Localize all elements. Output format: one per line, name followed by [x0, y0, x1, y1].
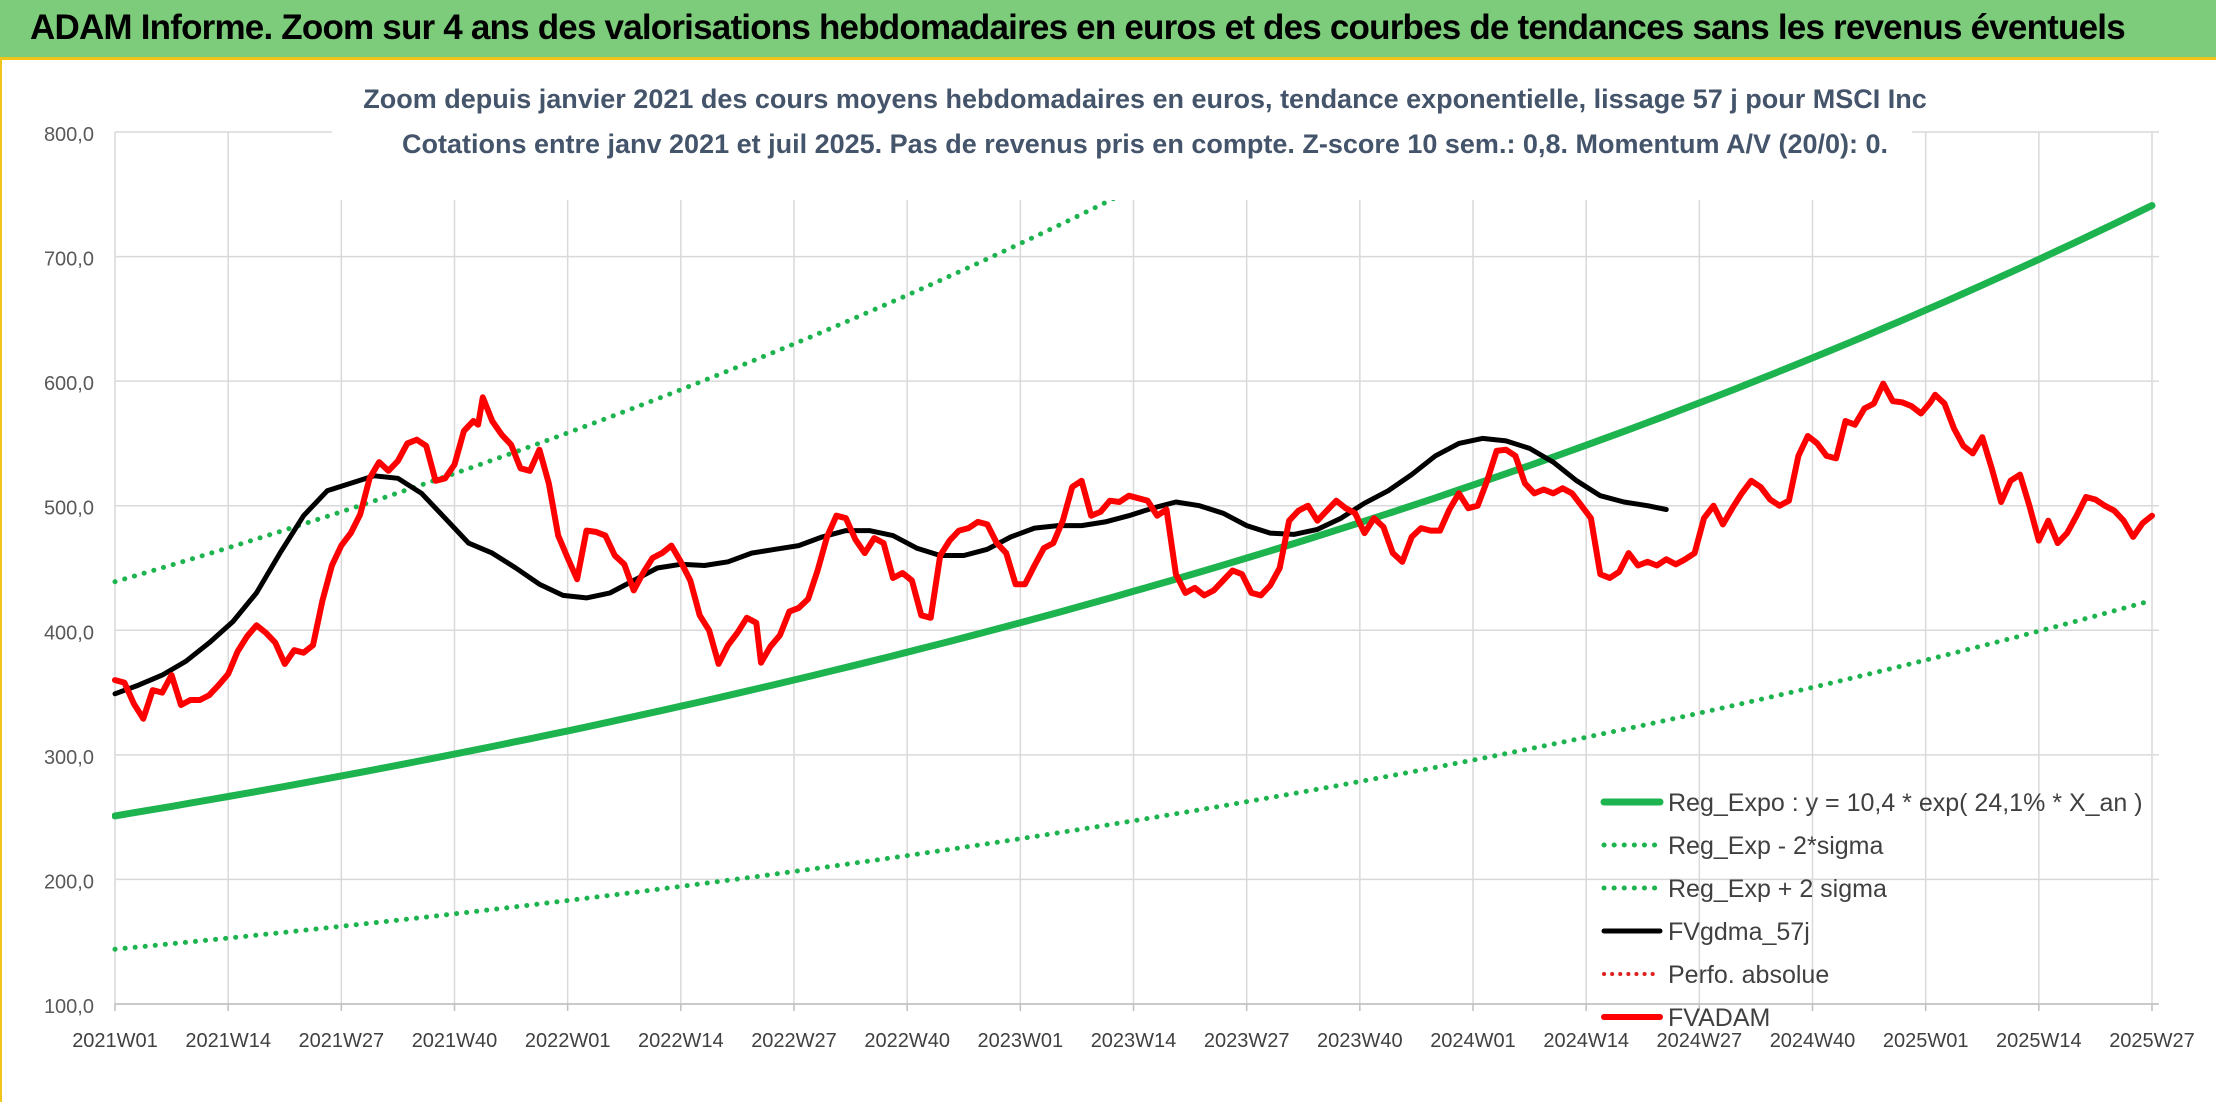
x-tick-label: 2024W40 [1770, 1030, 1856, 1052]
y-tick-label: 400,0 [44, 622, 94, 644]
y-tick-label: 600,0 [44, 373, 94, 395]
x-tick-label: 2024W27 [1657, 1030, 1743, 1052]
legend-label-3: FVgdma_57j [1668, 918, 1810, 946]
x-tick-label: 2021W27 [299, 1030, 385, 1052]
series-line-1 [112, 597, 2155, 952]
x-tick-label: 2025W27 [2109, 1030, 2195, 1052]
x-tick-label: 2023W01 [978, 1030, 1064, 1052]
chart-frame: 800,0 700,0 600,0 500,0 400,0 300,0 200,0 100,0… [0, 60, 2216, 1102]
x-tick-label: 2025W14 [1996, 1030, 2082, 1052]
x-tick-label: 2021W40 [412, 1030, 498, 1052]
legend-label-5: FVADAM [1668, 1004, 1770, 1032]
x-tick-label: 2024W14 [1543, 1030, 1629, 1052]
title-backdrop [332, 80, 1912, 200]
chart-title: Zoom depuis janvier 2021 des cours moyen… [363, 84, 1927, 114]
x-tick-label: 2023W40 [1317, 1030, 1403, 1052]
x-tick-label: 2023W14 [1091, 1030, 1177, 1052]
x-tick-label: 2021W01 [72, 1030, 158, 1052]
y-tick-label: 700,0 [44, 249, 94, 271]
y-tick-label: 800,0 [44, 124, 94, 146]
series-line-0 [112, 202, 2156, 820]
legend-label-4: Perfo. absolue [1668, 961, 1829, 989]
y-axis-ticks: 800,0 700,0 600,0 500,0 400,0 300,0 200,0 100,0 [44, 124, 94, 1018]
x-axis-ticks: 2021W01 2021W14 2021W27 2021W40 2022W01 2022W… [72, 1030, 2195, 1052]
x-tick-label: 2022W40 [864, 1030, 950, 1052]
series-lines [112, 100, 2156, 952]
report-banner: ADAM Informe. Zoom sur 4 ans des valoris… [0, 0, 2216, 60]
legend-label-0: Reg_Expo : y = 10,4 * exp( 24,1% * X_an … [1668, 789, 2143, 817]
banner-title: ADAM Informe. Zoom sur 4 ans des valoris… [30, 8, 2126, 47]
y-tick-label: 500,0 [44, 498, 94, 520]
y-tick-label: 100,0 [44, 996, 94, 1018]
series-line-5 [112, 380, 2155, 722]
x-tick-label: 2022W14 [638, 1030, 724, 1052]
y-tick-label: 200,0 [44, 871, 94, 893]
chart-legend: Reg_Expo : y = 10,4 * exp( 24,1% * X_an … [1600, 789, 2143, 1032]
line-chart: 800,0 700,0 600,0 500,0 400,0 300,0 200,0 100,0… [44, 80, 2195, 1052]
legend-label-2: Reg_Exp + 2 sigma [1668, 875, 1887, 903]
x-tick-label: 2021W14 [185, 1030, 271, 1052]
y-tick-label: 300,0 [44, 747, 94, 769]
chart-subtitle: Cotations entre janv 2021 et juil 2025. … [402, 129, 1888, 159]
legend-label-1: Reg_Exp - 2*sigma [1668, 832, 1883, 860]
x-tick-label: 2025W01 [1883, 1030, 1969, 1052]
x-tick-label: 2024W01 [1430, 1030, 1516, 1052]
x-tick-label: 2022W27 [751, 1030, 837, 1052]
x-tick-label: 2023W27 [1204, 1030, 1290, 1052]
x-tick-label: 2022W01 [525, 1030, 611, 1052]
